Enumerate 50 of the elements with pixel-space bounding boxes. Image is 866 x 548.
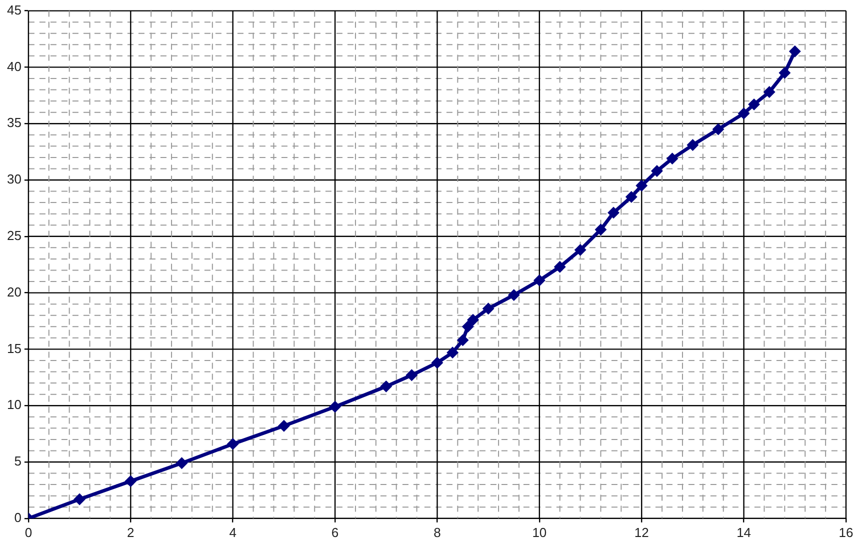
- point: [462, 321, 474, 332]
- point: [330, 401, 340, 412]
- point: [687, 140, 698, 150]
- point: [713, 124, 724, 134]
- point: [738, 108, 750, 119]
- x-tick-label: 14: [736, 524, 752, 540]
- point: [554, 262, 566, 272]
- y-tick-label: 5: [14, 454, 22, 469]
- point: [779, 68, 790, 78]
- x-tick-label: 12: [634, 524, 649, 540]
- y-tick-label: 20: [6, 284, 22, 300]
- point: [667, 153, 678, 164]
- y-tick-label: 25: [6, 228, 22, 243]
- x-tick-label: 2: [127, 524, 134, 540]
- x-tick-label: 6: [331, 524, 339, 540]
- point: [278, 420, 290, 432]
- y-tick-label: 10: [6, 397, 22, 412]
- y-tick-label: 0: [14, 510, 22, 525]
- point: [595, 224, 606, 235]
- point: [483, 303, 494, 314]
- point: [790, 46, 800, 57]
- point: [608, 207, 619, 218]
- y-tick-label: 15: [6, 340, 22, 356]
- point: [764, 86, 775, 98]
- point: [468, 314, 478, 326]
- x-tick-label: 0: [24, 524, 32, 540]
- point: [125, 476, 136, 486]
- point: [228, 438, 238, 450]
- point: [652, 166, 662, 176]
- y-tick-label: 30: [6, 172, 22, 187]
- point: [626, 192, 637, 202]
- y-tick-label: 40: [6, 58, 22, 74]
- x-tick-label: 10: [532, 524, 547, 540]
- point: [380, 381, 392, 392]
- point: [636, 180, 647, 191]
- point: [458, 334, 468, 346]
- y-tick-label: 35: [6, 115, 22, 130]
- x-tick-label: 8: [434, 524, 441, 540]
- point: [406, 370, 417, 380]
- x-tick-label: 16: [838, 524, 854, 540]
- point: [508, 290, 520, 300]
- point: [748, 99, 760, 110]
- x-tick-label: 4: [229, 524, 236, 540]
- point: [432, 357, 442, 368]
- point: [534, 275, 545, 286]
- point: [74, 494, 85, 504]
- point: [575, 244, 586, 256]
- y-tick-label: 45: [6, 2, 22, 18]
- point: [176, 458, 187, 468]
- point: [447, 347, 458, 358]
